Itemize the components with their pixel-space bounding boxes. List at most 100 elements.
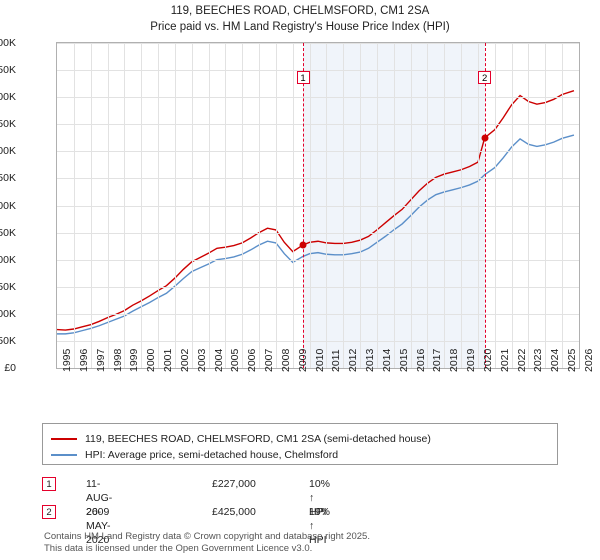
gridline-vertical [275,43,277,368]
gridline-vertical [343,43,345,368]
sale-price: £227,000 [212,478,256,490]
x-axis-tick-label: 2020 [481,348,494,372]
sale-price: £425,000 [212,506,256,518]
footer-licence: This data is licensed under the Open Gov… [44,543,313,554]
gridline-vertical [259,43,261,368]
x-axis-tick-label: 2002 [178,348,191,372]
x-axis-tick-label: 2016 [414,348,427,372]
x-axis-tick-label: 2013 [364,348,377,372]
sale-date: 26-MAY-2020 [86,506,111,546]
gridline-vertical [141,43,143,368]
gridline-horizontal [57,43,579,44]
gridline-horizontal [57,178,579,180]
page-subtitle: Price paid vs. HM Land Registry's House … [150,21,450,33]
gridline-vertical [477,43,479,368]
gridline-vertical [309,43,311,368]
y-axis-tick-label: £300K [0,199,16,212]
gridline-vertical [376,43,378,368]
gridline-vertical [174,43,176,368]
gridline-horizontal [57,286,579,288]
gridline-vertical [225,43,227,368]
page-title: 119, BEECHES ROAD, CHELMSFORD, CM1 2SA [170,5,430,17]
x-axis-tick-label: 2010 [313,348,326,372]
y-axis-tick-label: £600K [0,37,16,49]
gridline-horizontal [57,232,579,234]
x-axis-tick-label: 1997 [94,348,107,372]
y-axis-tick-label: £350K [0,172,16,185]
x-axis-tick-label: 2026 [583,348,595,372]
gridline-vertical [528,43,530,368]
x-axis-tick-label: 2008 [279,348,292,372]
x-axis-tick-label: 2005 [229,348,242,372]
chart-series-svg [57,90,575,335]
x-axis-tick-label: 2019 [465,348,478,372]
x-axis-tick-label: 2025 [566,348,579,372]
legend-label-price-paid: 119, BEECHES ROAD, CHELMSFORD, CM1 2SA (… [85,433,431,445]
footer-copyright: Contains HM Land Registry data © Crown c… [44,531,370,542]
sale-event-marker[interactable]: 1 [296,71,310,84]
sale-event-vline [303,43,304,368]
gridline-horizontal [57,313,579,315]
x-axis-tick-label: 2009 [296,348,309,372]
x-axis-tick-label: 2007 [263,348,276,372]
y-axis-tick-label: £150K [0,280,16,293]
y-axis-tick-label: £0 [4,362,16,374]
gridline-vertical [427,43,429,368]
gridline-vertical [360,43,362,368]
legend-label-hpi: HPI: Average price, semi-detached house,… [85,449,339,461]
x-axis-tick-label: 2017 [431,348,444,372]
y-axis-tick-label: £500K [0,91,16,104]
gridline-vertical [90,43,92,368]
x-axis-tick-label: 2021 [498,348,511,372]
gridline-vertical [292,43,294,368]
sale-event-marker[interactable]: 2 [478,71,492,84]
x-axis-tick-label: 2015 [397,348,410,372]
sale-event-vline [484,43,486,368]
x-axis-tick-label: 1995 [61,348,73,372]
gridline-vertical [191,43,193,368]
y-axis-tick-label: £200K [0,253,16,266]
x-axis-tick-label: 2014 [380,348,393,372]
chart-plot-area [56,42,580,369]
x-axis-tick-label: 2003 [195,348,208,372]
x-axis-tick-label: 1996 [77,348,90,372]
legend-swatch-hpi [51,454,77,456]
x-axis-tick-label: 2004 [212,348,225,372]
series-price-paid [57,90,575,331]
x-axis-tick-label: 2022 [515,348,528,372]
y-axis-tick-label: £50K [0,334,16,347]
gridline-vertical [562,43,564,368]
gridline-vertical [208,43,210,368]
sale-event-point [481,134,489,142]
sale-date: 11-AUG-2009 [86,478,113,518]
x-axis-tick-label: 2024 [549,348,562,372]
gridline-horizontal [57,97,579,99]
gridline-vertical [511,43,513,368]
gridline-vertical [444,43,446,368]
legend-swatch-price-paid [51,438,77,440]
sale-event-point [299,241,307,249]
y-axis-tick-label: £550K [0,64,16,77]
gridline-horizontal [57,151,579,153]
gridline-vertical [73,43,75,368]
x-axis-tick-label: 2023 [532,348,545,372]
x-axis-tick-label: 1999 [128,348,141,372]
gridline-vertical [124,43,126,368]
sale-marker-number: 1 [42,477,56,491]
gridline-horizontal [57,70,579,72]
gridline-vertical [410,43,412,368]
y-axis-tick-label: £450K [0,118,16,131]
sale-marker-number: 2 [42,505,56,519]
x-axis-tick-label: 2006 [246,348,259,372]
gridline-vertical [158,43,160,368]
series-hpi [57,134,575,335]
x-axis-tick-label: 2018 [448,348,461,372]
gridline-vertical [545,43,547,368]
gridline-horizontal [57,259,579,261]
sale-hpi-delta: 10% ↑ HPI [309,478,331,518]
gridline-horizontal [57,340,579,342]
gridline-horizontal [57,205,579,207]
gridline-vertical [242,43,244,368]
chart-legend: 119, BEECHES ROAD, CHELMSFORD, CM1 2SA (… [42,423,558,465]
x-axis-tick-label: 2011 [330,349,343,372]
